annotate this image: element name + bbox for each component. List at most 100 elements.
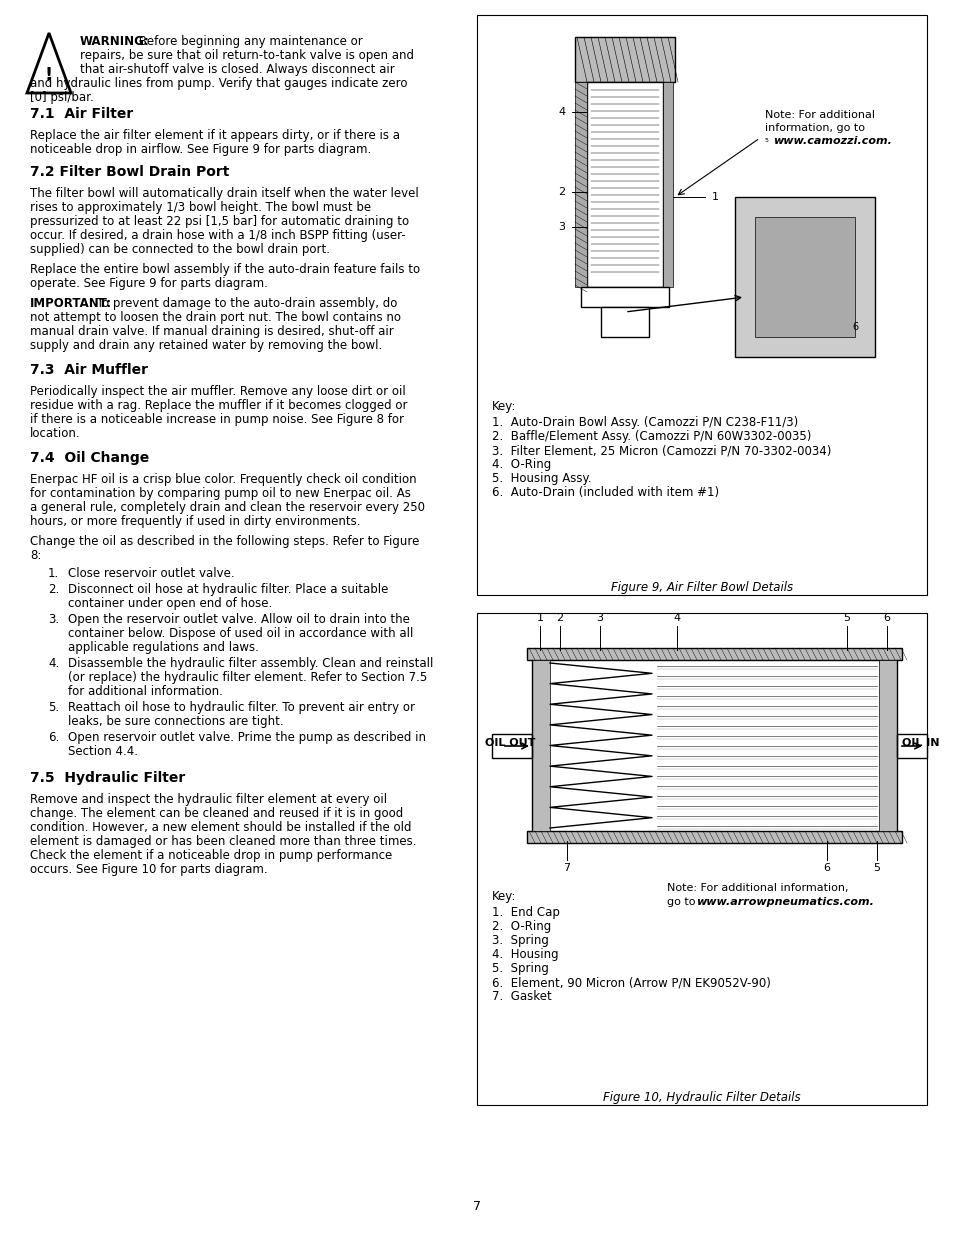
Text: OIL OUT: OIL OUT — [484, 739, 535, 748]
Bar — [580, 287, 668, 308]
Text: occur. If desired, a drain hose with a 1/8 inch BSPP fitting (user-: occur. If desired, a drain hose with a 1… — [30, 228, 405, 242]
Text: WARNING:: WARNING: — [80, 35, 150, 48]
Text: Figure 10, Hydraulic Filter Details: Figure 10, Hydraulic Filter Details — [602, 1091, 800, 1104]
Text: hours, or more frequently if used in dirty environments.: hours, or more frequently if used in dir… — [30, 515, 360, 529]
Text: element is damaged or has been cleaned more than three times.: element is damaged or has been cleaned m… — [30, 835, 416, 848]
Text: 7: 7 — [473, 1200, 480, 1213]
Text: 2: 2 — [556, 613, 563, 622]
Text: 5: 5 — [873, 863, 880, 873]
Text: Open reservoir outlet valve. Prime the pump as described in: Open reservoir outlet valve. Prime the p… — [68, 731, 426, 743]
Text: 5: 5 — [842, 613, 850, 622]
Text: Section 4.4.: Section 4.4. — [68, 745, 138, 758]
Text: Figure 9, Air Filter Bowl Details: Figure 9, Air Filter Bowl Details — [610, 580, 792, 594]
Text: manual drain valve. If manual draining is desired, shut-off air: manual drain valve. If manual draining i… — [30, 325, 394, 338]
Text: that air-shutoff valve is closed. Always disconnect air: that air-shutoff valve is closed. Always… — [80, 63, 395, 77]
Bar — [754, 217, 854, 337]
Text: Note: For additional: Note: For additional — [764, 110, 874, 120]
Text: and hydraulic lines from pump. Verify that gauges indicate zero: and hydraulic lines from pump. Verify th… — [30, 77, 407, 90]
Bar — [600, 308, 648, 337]
Text: Open the reservoir outlet valve. Allow oil to drain into the: Open the reservoir outlet valve. Allow o… — [68, 613, 410, 626]
Text: operate. See Figure 9 for parts diagram.: operate. See Figure 9 for parts diagram. — [30, 277, 268, 290]
Text: 1: 1 — [536, 613, 543, 622]
Text: condition. However, a new element should be installed if the old: condition. However, a new element should… — [30, 821, 411, 834]
Bar — [526, 648, 901, 659]
Text: Key:: Key: — [492, 400, 516, 412]
Text: 6.  Auto-Drain (included with item #1): 6. Auto-Drain (included with item #1) — [492, 487, 719, 499]
Text: change. The element can be cleaned and reused if it is in good: change. The element can be cleaned and r… — [30, 806, 403, 820]
Text: OIL IN: OIL IN — [901, 739, 939, 748]
Text: go to: go to — [666, 897, 699, 906]
Text: 1: 1 — [711, 191, 718, 203]
Text: Before beginning any maintenance or: Before beginning any maintenance or — [135, 35, 362, 48]
Text: Periodically inspect the air muffler. Remove any loose dirt or oil: Periodically inspect the air muffler. Re… — [30, 385, 405, 398]
Text: Replace the entire bowl assembly if the auto-drain feature fails to: Replace the entire bowl assembly if the … — [30, 263, 419, 275]
Text: 4.: 4. — [48, 657, 59, 671]
Text: supply and drain any retained water by removing the bowl.: supply and drain any retained water by r… — [30, 338, 382, 352]
Text: Enerpac HF oil is a crisp blue color. Frequently check oil condition: Enerpac HF oil is a crisp blue color. Fr… — [30, 473, 416, 487]
Text: 1.  End Cap: 1. End Cap — [492, 906, 559, 919]
Bar — [878, 659, 896, 831]
Text: 4.  Housing: 4. Housing — [492, 948, 558, 961]
Text: rises to approximately 1/3 bowl height. The bowl must be: rises to approximately 1/3 bowl height. … — [30, 201, 371, 214]
Text: ⁵: ⁵ — [764, 138, 768, 148]
Bar — [575, 82, 586, 287]
Text: occurs. See Figure 10 for parts diagram.: occurs. See Figure 10 for parts diagram. — [30, 863, 268, 876]
Text: 7.1  Air Filter: 7.1 Air Filter — [30, 107, 133, 121]
Text: 2.  Baffle/Element Assy. (Camozzi P/N 60W3302-0035): 2. Baffle/Element Assy. (Camozzi P/N 60W… — [492, 430, 810, 443]
Text: 3: 3 — [596, 613, 603, 622]
Text: Change the oil as described in the following steps. Refer to Figure: Change the oil as described in the follo… — [30, 535, 419, 548]
Bar — [532, 659, 550, 831]
Text: if there is a noticeable increase in pump noise. See Figure 8 for: if there is a noticeable increase in pum… — [30, 412, 403, 426]
Text: 5.  Housing Assy.: 5. Housing Assy. — [492, 472, 591, 485]
Text: The filter bowl will automatically drain itself when the water level: The filter bowl will automatically drain… — [30, 186, 418, 200]
Text: 7.  Gasket: 7. Gasket — [492, 990, 551, 1003]
Text: residue with a rag. Replace the muffler if it becomes clogged or: residue with a rag. Replace the muffler … — [30, 399, 407, 412]
Text: a general rule, completely drain and clean the reservoir every 250: a general rule, completely drain and cle… — [30, 501, 424, 514]
Bar — [575, 37, 675, 82]
Text: 5.: 5. — [48, 701, 59, 714]
Text: www.arrowpneumatics.com.: www.arrowpneumatics.com. — [696, 897, 873, 906]
Text: 3.  Spring: 3. Spring — [492, 934, 548, 947]
Text: information, go to: information, go to — [764, 124, 864, 133]
Text: To prevent damage to the auto-drain assembly, do: To prevent damage to the auto-drain asse… — [92, 296, 397, 310]
Text: noticeable drop in airflow. See Figure 9 for parts diagram.: noticeable drop in airflow. See Figure 9… — [30, 143, 371, 156]
Text: applicable regulations and laws.: applicable regulations and laws. — [68, 641, 258, 655]
Text: supplied) can be connected to the bowl drain port.: supplied) can be connected to the bowl d… — [30, 243, 330, 256]
Text: 6.: 6. — [48, 731, 59, 743]
Text: repairs, be sure that oil return-to-tank valve is open and: repairs, be sure that oil return-to-tank… — [80, 49, 414, 62]
Bar — [476, 15, 926, 595]
Text: Check the element if a noticeable drop in pump performance: Check the element if a noticeable drop i… — [30, 848, 392, 862]
Bar — [586, 82, 662, 287]
Bar — [734, 198, 874, 357]
Bar — [896, 734, 926, 758]
Text: www.camozzi.com.: www.camozzi.com. — [772, 136, 891, 146]
Text: location.: location. — [30, 427, 81, 440]
Text: 1.  Auto-Drain Bowl Assy. (Camozzi P/N C238-F11/3): 1. Auto-Drain Bowl Assy. (Camozzi P/N C2… — [492, 416, 798, 429]
Text: 6.  Element, 90 Micron (Arrow P/N EK9052V-90): 6. Element, 90 Micron (Arrow P/N EK9052V… — [492, 976, 770, 989]
Text: 6: 6 — [822, 863, 830, 873]
Text: 7.4  Oil Change: 7.4 Oil Change — [30, 451, 149, 466]
Text: 3.: 3. — [48, 613, 59, 626]
Bar — [492, 734, 532, 758]
Text: Close reservoir outlet valve.: Close reservoir outlet valve. — [68, 567, 234, 580]
Text: [0] psi/bar.: [0] psi/bar. — [30, 91, 93, 104]
Text: 6: 6 — [851, 322, 857, 332]
Text: for additional information.: for additional information. — [68, 685, 223, 698]
Text: 7.3  Air Muffler: 7.3 Air Muffler — [30, 363, 148, 377]
Text: Disconnect oil hose at hydraulic filter. Place a suitable: Disconnect oil hose at hydraulic filter.… — [68, 583, 388, 597]
Text: !: ! — [45, 65, 53, 84]
Text: Key:: Key: — [492, 890, 516, 903]
Text: Replace the air filter element if it appears dirty, or if there is a: Replace the air filter element if it app… — [30, 128, 399, 142]
Text: 8:: 8: — [30, 550, 41, 562]
Text: 1.: 1. — [48, 567, 59, 580]
Text: 7.5  Hydraulic Filter: 7.5 Hydraulic Filter — [30, 771, 185, 785]
Text: pressurized to at least 22 psi [1,5 bar] for automatic draining to: pressurized to at least 22 psi [1,5 bar]… — [30, 215, 409, 228]
Text: 5.  Spring: 5. Spring — [492, 962, 548, 974]
Text: 4.  O-Ring: 4. O-Ring — [492, 458, 551, 471]
Text: 7: 7 — [563, 863, 570, 873]
Text: 2.: 2. — [48, 583, 59, 597]
Bar — [526, 831, 901, 844]
Text: leaks, be sure connections are tight.: leaks, be sure connections are tight. — [68, 715, 283, 727]
Text: Note: For additional information,: Note: For additional information, — [666, 883, 847, 893]
Text: 3.  Filter Element, 25 Micron (Camozzi P/N 70-3302-0034): 3. Filter Element, 25 Micron (Camozzi P/… — [492, 445, 830, 457]
